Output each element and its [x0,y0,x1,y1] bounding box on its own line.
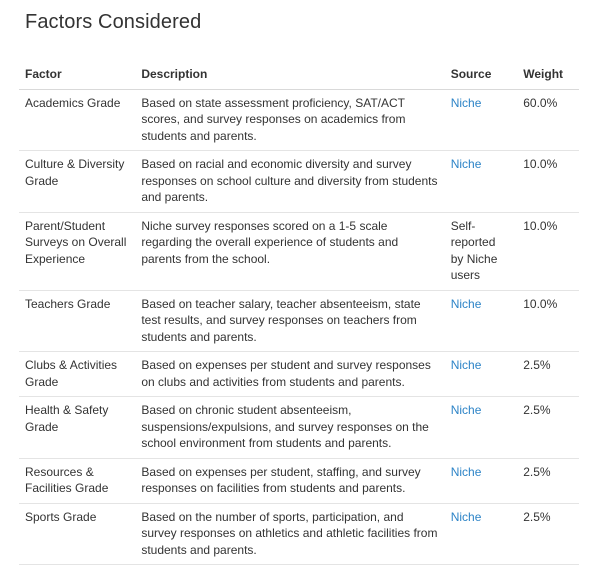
header-factor: Factor [19,62,136,90]
header-weight: Weight [517,62,579,90]
factors-table: Factor Description Source Weight Academi… [19,62,579,565]
weight-cell: 10.0% [517,289,579,352]
factor-cell: Health & Safety Grade [19,396,136,458]
description-cell: Based on teacher salary, teacher absente… [135,289,445,352]
source-link[interactable]: Niche [450,358,482,372]
table-row: Health & Safety Grade Based on chronic st… [19,396,579,458]
source-link[interactable]: Niche [450,509,482,524]
source-cell: Niche [444,396,518,458]
description-cell: Niche survey responses scored on a 1-5 s… [135,211,445,290]
weight-cell: 2.5% [517,502,579,565]
description-cell: Based on racial and economic diversity a… [135,150,445,212]
table-body: Academics Grade Based on state assessment… [19,88,579,565]
weight-cell: 10.0% [517,211,579,290]
factor-cell: Clubs & Activities Grade [19,351,136,397]
source-cell: Niche [444,457,518,503]
table-row: Sports Grade Based on the number of sport… [19,502,579,565]
table-row: Clubs & Activities Grade Based on expense… [19,351,579,397]
table-row: Parent/Student Surveys on Overall Experi… [19,211,579,290]
source-cell: Niche [444,351,518,397]
weight-cell: 10.0% [517,150,579,212]
weight-cell: 60.0% [517,88,579,151]
source-cell: Niche [444,150,518,212]
weight-cell: 2.5% [517,457,579,503]
factor-cell: Resources & Facilities Grade [19,457,136,503]
description-cell: Based on chronic student absenteeism, su… [135,396,445,458]
weight-cell: 2.5% [517,351,579,397]
table-row: Resources & Facilities Grade Based on exp… [19,457,579,503]
description-cell: Based on expenses per student, staffing,… [135,457,445,503]
table-header-row: Factor Description Source Weight [19,62,579,90]
factor-cell: Academics Grade [19,88,136,151]
weight-cell: 2.5% [517,396,579,458]
factor-cell: Culture & Diversity Grade [19,150,136,212]
header-description: Description [135,62,445,90]
source-link[interactable]: Niche [450,403,482,417]
source-link[interactable]: Niche [450,157,482,171]
source-cell: Niche [444,289,518,352]
source-link[interactable]: Niche [450,95,482,110]
table-row: Culture & Diversity Grade Based on racial… [19,150,579,212]
description-cell: Based on state assessment proficiency, S… [135,88,445,151]
page-title: Factors Considered [25,11,202,33]
table-row: Academics Grade Based on state assessment… [19,88,579,151]
factor-cell: Parent/Student Surveys on Overall Experi… [19,211,136,290]
table-row: Teachers Grade Based on teacher salary, t… [19,289,579,352]
header-source: Source [444,62,518,90]
description-cell: Based on expenses per student and survey… [135,351,445,397]
factor-cell: Sports Grade [19,502,136,565]
source-cell: Niche [444,502,518,565]
source-link[interactable]: Niche [450,464,482,479]
source-text: Self-reported by Niche users [450,218,498,283]
source-cell: Self-reported by Niche users [444,211,518,290]
source-link[interactable]: Niche [450,296,482,311]
factor-cell: Teachers Grade [19,289,136,352]
source-cell: Niche [444,88,518,151]
description-cell: Based on the number of sports, participa… [135,502,445,565]
